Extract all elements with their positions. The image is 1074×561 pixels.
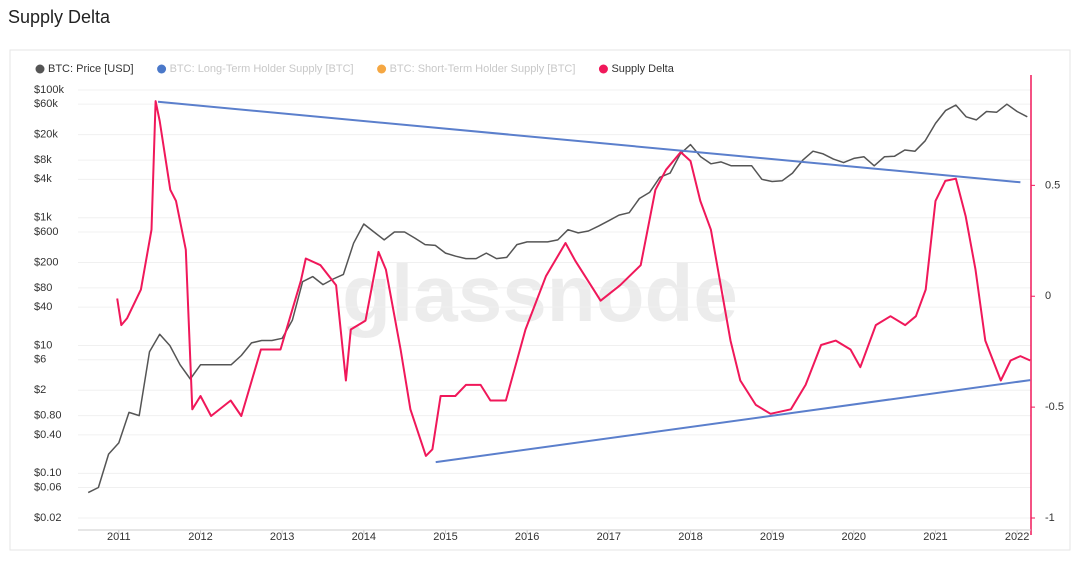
y-tick-label: $60k [34, 98, 58, 110]
x-tick-label: 2021 [923, 531, 947, 543]
trend-line [435, 379, 1031, 464]
y2-tick-label: 0.5 [1045, 179, 1060, 191]
legend-marker[interactable] [157, 64, 167, 74]
x-tick-label: 2012 [188, 531, 212, 543]
y-tick-label: $0.10 [34, 467, 62, 479]
trend-line [157, 100, 1021, 184]
y-tick-label: $8k [34, 154, 52, 166]
y-tick-label: $20k [34, 129, 58, 141]
x-tick-label: 2019 [760, 531, 784, 543]
y-tick-label: $6 [34, 354, 46, 366]
series-line [87, 103, 1028, 494]
legend-label[interactable]: Supply Delta [611, 63, 674, 75]
y-tick-label: $600 [34, 226, 58, 238]
x-tick-label: 2011 [107, 531, 131, 543]
x-tick-label: 2018 [678, 531, 702, 543]
y-tick-label: $0.80 [34, 410, 62, 422]
legend-marker[interactable] [377, 64, 387, 74]
x-tick-label: 2020 [842, 531, 866, 543]
y-tick-label: $0.06 [34, 481, 62, 493]
panel [9, 49, 1071, 551]
legend-marker[interactable] [598, 64, 608, 74]
y-tick-label: $10 [34, 339, 52, 351]
legend-label[interactable]: BTC: Price [USD] [48, 63, 134, 75]
legend-label[interactable]: BTC: Short-Term Holder Supply [BTC] [390, 63, 576, 75]
y2-tick-label: 0 [1045, 290, 1051, 302]
y-tick-label: $1k [34, 212, 52, 224]
y-tick-label: $2 [34, 384, 46, 396]
legend-label[interactable]: BTC: Long-Term Holder Supply [BTC] [170, 63, 354, 75]
y-tick-label: $0.40 [34, 429, 62, 441]
chart-title: Supply Delta [8, 7, 111, 27]
x-tick-label: 2015 [433, 531, 457, 543]
y-tick-label: $200 [34, 256, 58, 268]
x-tick-label: 2017 [597, 531, 621, 543]
series-line [116, 100, 1031, 457]
x-tick-label: 2016 [515, 531, 539, 543]
x-tick-label: 2014 [352, 531, 376, 543]
y-tick-label: $0.02 [34, 512, 62, 524]
y-tick-label: $4k [34, 173, 52, 185]
y2-tick-label: -1 [1045, 512, 1055, 524]
x-tick-label: 2022 [1005, 531, 1029, 543]
legend-marker[interactable] [35, 64, 45, 74]
x-tick-label: 2013 [270, 531, 294, 543]
y-tick-label: $100k [34, 84, 64, 96]
y-tick-label: $80 [34, 282, 52, 294]
y2-tick-label: -0.5 [1045, 401, 1064, 413]
y-tick-label: $40 [34, 301, 52, 313]
